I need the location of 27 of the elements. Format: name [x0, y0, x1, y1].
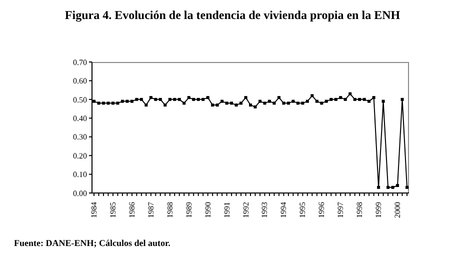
x-tick-label: 2000 — [393, 202, 402, 218]
y-tick-label: 0.70 — [73, 58, 87, 67]
x-tick-label: 1991 — [222, 202, 232, 218]
x-tick-label: 1989 — [184, 202, 194, 218]
x-tick-label: 1985 — [108, 202, 118, 218]
x-tick-label: 1988 — [165, 202, 174, 218]
y-tick-label: 0.20 — [73, 151, 87, 160]
y-tick-label: 0.00 — [73, 188, 87, 198]
x-tick-label: 1999 — [374, 202, 384, 218]
x-tick-label: 1993 — [260, 202, 270, 218]
chart-title: Figura 4. Evolución de la tendencia de vivienda propia en la ENH — [64, 8, 402, 23]
y-tick-label: 0.60 — [73, 76, 87, 86]
source-note: Fuente: DANE-ENH; Cálculos del autor. — [14, 238, 170, 248]
y-tick-label: 0.50 — [73, 95, 87, 104]
x-tick-label: 1998 — [355, 202, 364, 218]
x-tick-label: 1984 — [90, 202, 98, 218]
x-tick-label: 1987 — [146, 202, 156, 218]
x-tick-label: 1986 — [127, 202, 136, 218]
x-tick-label: 1995 — [298, 202, 308, 218]
y-tick-label: 0.40 — [73, 114, 87, 123]
x-tick-label: 1990 — [203, 202, 212, 218]
y-tick-label: 0.10 — [73, 170, 87, 180]
y-tick-label: 0.30 — [73, 132, 87, 142]
x-tick-label: 1994 — [279, 202, 288, 218]
x-tick-label: 1996 — [317, 202, 326, 218]
x-tick-label: 1992 — [241, 202, 250, 218]
x-tick-label: 1997 — [336, 202, 346, 218]
